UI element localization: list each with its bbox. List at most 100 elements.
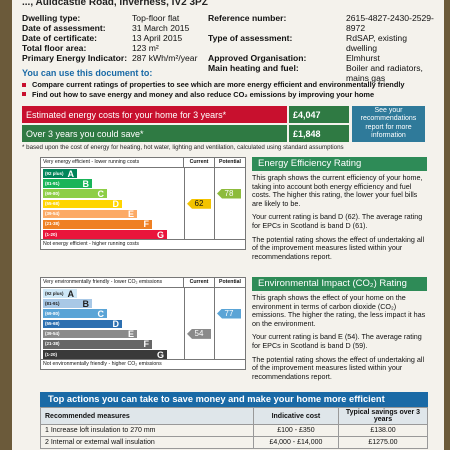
recommended-measures-table: Recommended measures Indicative cost Typ… (40, 407, 429, 449)
info-value: 31 March 2015 (132, 23, 190, 33)
certificate-info: Reference number: 2615-4827-2430-2529-897… (208, 13, 438, 83)
paragraph: The potential rating shows the effect of… (252, 234, 425, 261)
column-divider (214, 168, 215, 240)
band-range: (39-54) (45, 211, 60, 217)
band-range: (21-38) (45, 341, 60, 347)
rating-band-b: (81-91) B (41, 298, 245, 309)
paragraph: This graph shows the current efficiency … (252, 173, 423, 208)
band-letter: E (127, 329, 134, 340)
band-bar: (92 plus) A (43, 168, 77, 179)
info-label: Total floor area: (22, 43, 87, 53)
info-row-1: Date of assessment: 31 March 2015 (22, 23, 217, 33)
info-value: 123 m² (132, 43, 159, 53)
paragraph: Your current rating is band D (62). The … (252, 212, 423, 230)
chart-header: Very energy efficient - lower running co… (41, 158, 245, 168)
band-bar: (1-20) G (43, 229, 167, 240)
current-rating-arrow: 54 (187, 328, 211, 339)
band-range: (69-80) (45, 310, 60, 316)
band-letter: G (156, 349, 164, 360)
top-actions-heading: Top actions you can take to save money a… (40, 392, 428, 407)
info-value: Elmhurst (346, 53, 380, 63)
savings-value: £1,848 (289, 125, 349, 142)
band-letter: B (82, 178, 90, 189)
column-header: Indicative cost (252, 407, 339, 425)
rating-band-a: (92 plus) A (41, 168, 245, 179)
band-range: (1-20) (45, 351, 58, 357)
info-row-3: Main heating and fuel: Boiler and radiato… (208, 63, 438, 83)
environmental-impact-chart: Very environmentally friendly - lower CO… (40, 277, 246, 371)
dwelling-info: Dwelling type: Top-floor flat Date of ass… (22, 13, 217, 63)
info-row-2: Approved Organisation: Elmhurst (208, 53, 438, 63)
band-bar: (55-68) D (43, 319, 122, 329)
info-value: RdSAP, existing dwelling (346, 33, 407, 53)
band-bar: (55-68) D (43, 199, 122, 209)
table-row: 1 Increase loft insulation to 270 mm £10… (40, 424, 429, 437)
band-letter: B (82, 298, 90, 309)
chart-bottom-label: Not environmentally friendly - higher CO… (41, 359, 245, 369)
info-label: Reference number: (208, 13, 287, 23)
see-recommendations-box: See your recommendations report for more… (352, 106, 425, 142)
info-row-0: Dwelling type: Top-floor flat (22, 13, 217, 23)
environmental-impact-text: Environmental Impact (CO₂) Rating This g… (252, 277, 427, 386)
measure-cell: 2 Internal or external wall insulation (40, 436, 254, 449)
band-letter: E (127, 209, 134, 220)
use-bullets: Compare current ratings of properties to… (22, 80, 405, 99)
chart-bands: (92 plus) A (81-91) B (69-80) C (55-68) D (39-54… (41, 168, 245, 240)
potential-column-header: Potential (214, 158, 245, 167)
potential-rating-arrow: 78 (217, 188, 241, 199)
paragraph: This graph shows the effect of your home… (252, 293, 426, 328)
current-rating-arrow: 62 (187, 198, 211, 209)
band-range: (81-91) (45, 300, 60, 306)
band-range: (21-38) (45, 221, 60, 227)
band-letter: G (156, 229, 164, 240)
bullet-text: Compare current ratings of properties to… (32, 80, 405, 89)
band-range: (39-54) (45, 331, 60, 337)
bullet-square-icon (22, 82, 26, 87)
bullet-square-icon (22, 92, 26, 97)
band-bar: (92 plus) A (43, 289, 77, 299)
current-column-header: Current (183, 158, 214, 167)
info-row-3: Total floor area: 123 m² (22, 43, 217, 53)
energy-efficiency-chart: Very energy efficient - lower running co… (40, 157, 246, 251)
rating-band-e: (39-54) E (41, 329, 245, 339)
band-bar: (69-80) C (43, 189, 107, 199)
info-label: Approved Organisation: (208, 53, 307, 63)
rating-band-c: (69-80) C (41, 188, 245, 199)
savings-cell: £1275.00 (337, 436, 429, 449)
band-range: (69-80) (45, 190, 60, 196)
band-letter: A (67, 168, 75, 179)
chart-top-label: Very energy efficient - lower running co… (43, 159, 140, 165)
potential-column-header: Potential (214, 278, 245, 287)
rating-band-f: (21-38) F (41, 219, 245, 229)
paragraph: The potential rating shows the effect of… (252, 354, 425, 381)
bullet-item: Find out how to save energy and money an… (22, 90, 405, 100)
rating-band-e: (39-54) E (41, 209, 245, 219)
rating-band-g: (1-20) G (41, 229, 245, 240)
band-bar: (1-20) G (43, 349, 167, 360)
band-letter: F (143, 219, 150, 230)
band-range: (55-68) (45, 201, 60, 207)
bullet-item: Compare current ratings of properties to… (22, 80, 405, 90)
rating-band-d: (55-68) D (41, 199, 245, 209)
rating-band-c: (69-80) C (41, 308, 245, 319)
band-bar: (81-91) B (43, 178, 92, 189)
info-label: Main heating and fuel: (208, 63, 299, 73)
info-value: Boiler and radiators, mains gas (346, 63, 423, 83)
column-header: Recommended measures (40, 407, 254, 425)
info-label: Primary Energy Indicator: (22, 53, 128, 63)
band-range: (1-20) (45, 231, 58, 237)
rating-band-g: (1-20) G (41, 349, 245, 360)
bullet-text: Find out how to save energy and money an… (32, 89, 375, 99)
column-divider (214, 288, 215, 360)
info-row-0: Reference number: 2615-4827-2430-2529-897… (208, 13, 438, 33)
chart-top-label: Very environmentally friendly - lower CO… (43, 279, 163, 285)
info-label: Dwelling type: (22, 13, 81, 23)
band-range: (92 plus) (45, 290, 64, 296)
band-range: (92 plus) (45, 170, 64, 176)
info-row-4: Primary Energy Indicator: 287 kWh/m²/year (22, 53, 217, 63)
chart-bands: (92 plus) A (81-91) B (69-80) C (55-68) D (39-54… (41, 288, 245, 360)
rating-band-f: (21-38) F (41, 339, 245, 349)
rating-band-a: (92 plus) A (41, 288, 245, 299)
savings-cell: £138.00 (337, 424, 429, 437)
table-header-row: Recommended measures Indicative cost Typ… (40, 407, 429, 425)
